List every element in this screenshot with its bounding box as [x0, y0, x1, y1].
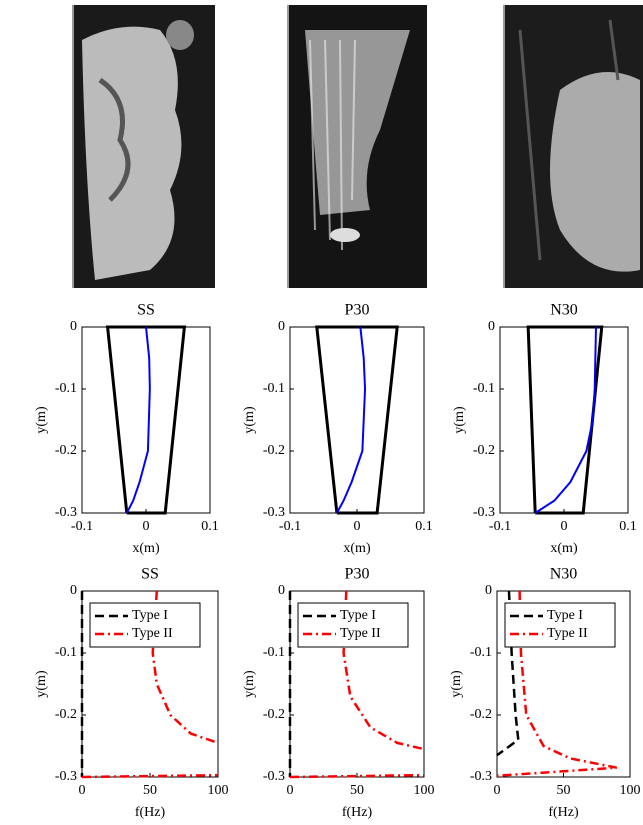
y-tick-label: -0.1 — [473, 381, 495, 396]
x-tick-label: 0 — [143, 519, 150, 534]
legend: Type I Type II — [505, 603, 615, 647]
figure: SS x(m) y(m) -0.1 0 0.1 0 -0.1 -0.2 -0.3 P30 x(m) y(… — [0, 0, 643, 825]
chart-title: N30 — [550, 302, 578, 319]
axes-box — [500, 327, 628, 513]
legend-label: Type II — [340, 626, 381, 641]
y-tick-label: 0 — [278, 583, 285, 598]
y-tick-label: -0.2 — [55, 707, 77, 722]
x-tick-label: -0.1 — [489, 519, 511, 534]
x-tick-label: 50 — [350, 783, 364, 798]
x-axis-label: x(m) — [132, 541, 160, 556]
x-tick-label: 100 — [414, 783, 435, 798]
y-tick-label: -0.2 — [470, 707, 492, 722]
chart-title: N30 — [550, 566, 578, 583]
x-axis-label: x(m) — [343, 541, 371, 556]
y-axis-label: y(m) — [34, 670, 49, 698]
y-tick-label: 0 — [70, 583, 77, 598]
x-tick-label: 50 — [557, 783, 571, 798]
x-tick-label: 100 — [208, 783, 229, 798]
y-tick-label: -0.3 — [55, 769, 77, 784]
y-tick-label: -0.2 — [263, 443, 285, 458]
x-axis-label: f(Hz) — [135, 805, 166, 820]
chart-title: P30 — [345, 566, 370, 583]
x-axis-label: f(Hz) — [548, 805, 579, 820]
x-tick-label: 100 — [620, 783, 641, 798]
chart-title: P30 — [345, 302, 370, 319]
y-tick-label: -0.3 — [473, 505, 495, 520]
x-axis-label: x(m) — [550, 541, 578, 556]
y-tick-label: 0 — [485, 583, 492, 598]
legend-label: Type I — [547, 608, 583, 623]
y-tick-label: -0.3 — [263, 769, 285, 784]
y-tick-label: 0 — [278, 319, 285, 334]
x-tick-label: 0.1 — [415, 519, 433, 534]
legend-label: Type I — [132, 608, 168, 623]
x-tick-label: 0 — [287, 783, 294, 798]
y-tick-label: -0.3 — [470, 769, 492, 784]
x-tick-label: 50 — [143, 783, 157, 798]
y-axis-label: y(m) — [34, 406, 49, 434]
y-tick-label: -0.3 — [263, 505, 285, 520]
x-tick-label: -0.1 — [71, 519, 93, 534]
legend-label: Type I — [340, 608, 376, 623]
legend-label: Type II — [132, 626, 173, 641]
legend-label: Type II — [547, 626, 588, 641]
x-tick-label: -0.1 — [279, 519, 301, 534]
y-tick-label: 0 — [70, 319, 77, 334]
y-axis-label: y(m) — [452, 406, 467, 434]
axes-box — [290, 327, 424, 513]
x-tick-label: 0.1 — [201, 519, 219, 534]
y-tick-label: -0.2 — [263, 707, 285, 722]
y-axis-label: y(m) — [449, 670, 464, 698]
y-tick-label: -0.1 — [263, 381, 285, 396]
plot: P30 x(m) y(m) -0.1 0 0.1 0 -0.1 -0.2 -0.3 — [242, 302, 433, 557]
x-tick-label: 0 — [79, 783, 86, 798]
legend: Type I Type II — [298, 603, 408, 647]
y-tick-label: 0 — [488, 319, 495, 334]
x-tick-label: 0 — [561, 519, 568, 534]
legend: Type I Type II — [90, 603, 200, 647]
y-tick-label: -0.2 — [473, 443, 495, 458]
x-axis-label: f(Hz) — [342, 805, 373, 820]
chart-title: SS — [137, 302, 155, 319]
y-tick-label: -0.2 — [55, 443, 77, 458]
axes-box — [82, 327, 210, 513]
y-tick-label: -0.1 — [263, 645, 285, 660]
photo-p30 — [287, 5, 427, 288]
y-axis-label: y(m) — [242, 406, 257, 434]
chart-title: SS — [141, 566, 159, 583]
y-tick-label: -0.1 — [55, 381, 77, 396]
x-tick-label: 0 — [494, 783, 501, 798]
plot: SS x(m) y(m) -0.1 0 0.1 0 -0.1 -0.2 -0.3 — [34, 302, 219, 557]
photo-n30 — [503, 5, 643, 288]
y-tick-label: -0.1 — [470, 645, 492, 660]
x-tick-label: 0.1 — [619, 519, 637, 534]
plot: N30 x(m) y(m) -0.1 0 0.1 0 -0.1 -0.2 -0.3 — [452, 302, 637, 557]
y-axis-label: y(m) — [242, 670, 257, 698]
y-tick-label: -0.1 — [55, 645, 77, 660]
photo-ss — [72, 5, 215, 288]
y-tick-label: -0.3 — [55, 505, 77, 520]
x-tick-label: 0 — [354, 519, 361, 534]
